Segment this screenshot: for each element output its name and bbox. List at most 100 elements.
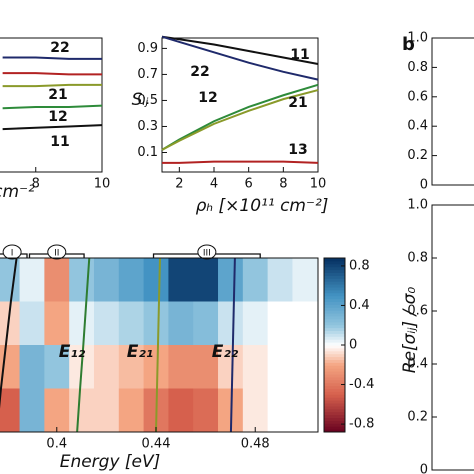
- heat-cell: [292, 388, 318, 433]
- x-tick-label: 2: [175, 177, 183, 192]
- heat-cell: [267, 345, 293, 389]
- colorbar-step: [324, 420, 345, 424]
- heat-cell: [168, 388, 194, 433]
- heat-cell: [193, 258, 219, 302]
- colorbar-step: [324, 374, 345, 378]
- series-label: 11: [290, 47, 309, 63]
- colorbar-step: [324, 263, 345, 268]
- frame: [431, 204, 474, 471]
- x-tick-label: 8: [279, 177, 287, 192]
- heat-cell: [44, 388, 70, 433]
- colorbar-step: [324, 260, 345, 265]
- heat-cell: [242, 301, 269, 346]
- colorbar-step: [324, 269, 345, 273]
- x-tick-label: 6: [245, 177, 253, 192]
- colorbar-step: [324, 324, 345, 329]
- series-label: 21: [288, 95, 307, 111]
- line-label: E₁₂: [59, 342, 86, 362]
- x-tick-label: 10: [94, 177, 111, 192]
- heat-cell: [44, 258, 70, 302]
- colorbar-step: [324, 342, 345, 346]
- heat-cell: [69, 301, 95, 346]
- panel: 1.0 0.8 0.6 0.4 0.2 0 Re[σᵢⱼ] / σ₀ b: [400, 31, 474, 373]
- colorbar-step: [324, 304, 345, 308]
- heat-cell: [193, 345, 219, 389]
- x-tick-label: 8: [32, 177, 40, 192]
- colorbar-step: [324, 295, 345, 300]
- heat-cell: [118, 345, 145, 389]
- y-tick-label: 0.8: [407, 251, 428, 266]
- heat-cell: [118, 258, 145, 302]
- x-axis-label: ρₕ [×10¹¹ cm⁻²]: [196, 196, 329, 216]
- colorbar-step: [324, 426, 345, 430]
- y-tick-label: 0.1: [137, 145, 158, 160]
- colorbar-step: [324, 350, 345, 355]
- panel: 22 21 12 11 8 10 cm⁻²: [0, 37, 111, 202]
- colorbar-step: [324, 385, 345, 389]
- y-tick-label: 0.2: [407, 410, 428, 425]
- heat-cell: [292, 258, 318, 302]
- heat-cell: [242, 388, 269, 433]
- heat-cell: [19, 301, 45, 346]
- frame: [161, 37, 319, 173]
- colorbar-step: [324, 365, 345, 369]
- y-tick-label: 0.4: [407, 119, 428, 134]
- line: [162, 160, 319, 164]
- colorbar-step: [324, 333, 345, 337]
- colorbar-step: [324, 359, 345, 363]
- heat-cell: [69, 388, 95, 433]
- y-tick-label: 0: [420, 463, 428, 474]
- heat-cell: [93, 258, 120, 302]
- x-tick-label: 0.4: [46, 437, 67, 452]
- series-label: 12: [48, 109, 67, 125]
- heat-cell: [44, 301, 70, 346]
- colorbar-step: [324, 347, 345, 352]
- y-tick-label: 0.4: [407, 357, 428, 372]
- colorbar-tick-label: -0.8: [349, 417, 374, 432]
- colorbar-step: [324, 336, 345, 340]
- heat-cell: [292, 301, 318, 346]
- heat-cell: [193, 388, 219, 433]
- heat-cell: [19, 258, 45, 302]
- heat-cell: [19, 388, 45, 433]
- line: [2, 83, 102, 88]
- series-label: 21: [48, 87, 67, 103]
- colorbar-step: [324, 382, 345, 387]
- heat-cell: [242, 345, 269, 389]
- heat-cell: [168, 345, 194, 389]
- series-label: 22: [50, 40, 69, 56]
- x-tick-label: 10: [310, 177, 327, 192]
- y-tick-label: 1.0: [407, 198, 428, 213]
- colorbar-step: [324, 423, 345, 427]
- colorbar-step: [324, 266, 345, 271]
- heat-cell: [118, 388, 145, 433]
- y-tick-label: 0.9: [137, 41, 158, 56]
- line: [2, 124, 103, 131]
- colorbar-step: [324, 316, 345, 320]
- heat-cell: [267, 388, 293, 433]
- x-tick-label: 0.44: [142, 437, 171, 452]
- x-axis-label: cm⁻²: [0, 182, 35, 202]
- y-tick-label: 1.0: [407, 31, 428, 46]
- curve: [155, 257, 161, 433]
- colorbar-step: [324, 362, 345, 366]
- colorbar-step: [324, 394, 345, 398]
- y-tick-label: 0.3: [137, 119, 158, 134]
- panel: 1.0 0.8 0.6 0.4 0.2 0: [407, 198, 474, 474]
- colorbar-step: [324, 310, 345, 314]
- line: [2, 72, 102, 76]
- line: [161, 35, 319, 81]
- curve: [0, 257, 18, 409]
- colorbar-step: [324, 330, 345, 334]
- heat-cell: [168, 301, 194, 346]
- colorbar-step: [324, 411, 345, 416]
- series-label: 11: [50, 134, 69, 150]
- colorbar-step: [324, 278, 345, 282]
- range-label: I: [11, 249, 14, 259]
- range-badge: [2, 244, 22, 260]
- frame: [0, 37, 103, 173]
- colorbar-step: [324, 353, 345, 358]
- line: [161, 89, 319, 151]
- series-label: 12: [198, 90, 217, 106]
- heat-cell: [218, 301, 244, 346]
